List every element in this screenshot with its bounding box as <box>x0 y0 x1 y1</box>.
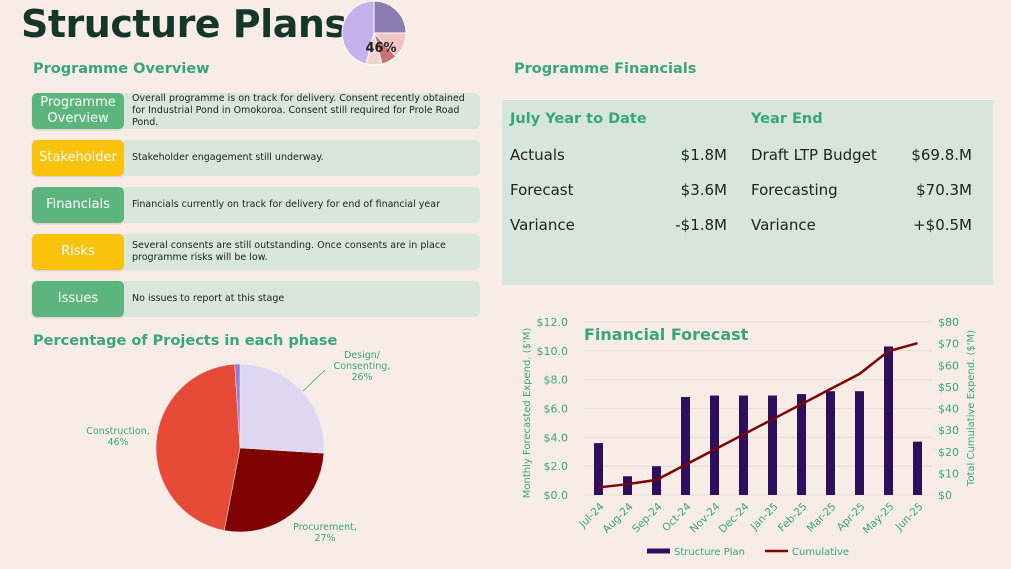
left-axis-label: Monthly Forecasted Expend. ($'M) <box>522 328 533 499</box>
overview-row-text: Several consents are still outstanding. … <box>124 234 480 270</box>
year-end-heading: Year End <box>751 111 823 127</box>
phase-pie-slice <box>155 363 241 531</box>
y-tick-label: $0.0 <box>544 489 569 502</box>
overview-row-label: Stakeholder <box>32 140 124 176</box>
y-tick-label: $6.0 <box>544 403 569 416</box>
forecast-chart-title: Financial Forecast <box>584 325 749 344</box>
programme-overview-heading: Programme Overview <box>33 61 210 77</box>
overview-row-text: No issues to report at this stage <box>124 281 480 317</box>
overview-row: Financials Financials currently on track … <box>32 187 480 223</box>
overview-row-text: Financials currently on track for delive… <box>124 187 480 223</box>
ye-variance-label: Variance <box>751 216 816 234</box>
phase-pie-chart: Design/Consenting, 26% Construction, 46% P… <box>86 350 391 544</box>
x-tick-label: Feb-25 <box>776 501 810 535</box>
ytd-variance-value: -$1.8M <box>675 216 727 234</box>
x-tick-label: Aug-24 <box>601 500 636 535</box>
progress-pie-slice <box>373 0 407 34</box>
ytd-actuals-value: $1.8M <box>680 146 727 164</box>
legend-structure-plan: Structure Plan <box>674 547 745 558</box>
forecast-bar <box>594 443 603 495</box>
x-tick-label: Nov-24 <box>688 500 723 535</box>
overview-row: Risks Several consents are still outstand… <box>32 234 480 270</box>
ytd-actuals-label: Actuals <box>510 146 565 164</box>
design-slice-label: Design/Consenting, 26% <box>334 350 391 383</box>
overview-row: Issues No issues to report at this stage <box>32 281 480 317</box>
ye-budget-value: $69.8.M <box>911 146 972 164</box>
x-tick-label: Dec-24 <box>717 500 752 535</box>
progress-pie-label: 46% <box>365 41 396 56</box>
y-right-tick-label: $80 <box>938 316 959 329</box>
y-right-tick-label: $70 <box>938 338 959 351</box>
y-right-tick-label: $50 <box>938 381 959 394</box>
phase-pie-slice <box>234 363 241 449</box>
ytd-heading: July Year to Date <box>510 111 647 127</box>
forecast-bar <box>623 476 632 495</box>
ytd-forecast-label: Forecast <box>510 181 574 199</box>
y-tick-label: $2.0 <box>544 460 569 473</box>
ye-budget-label: Draft LTP Budget <box>751 146 877 164</box>
y-right-tick-label: $20 <box>938 446 959 459</box>
progress-pie-chart: 46% <box>341 0 407 66</box>
y-right-tick-label: $60 <box>938 359 959 372</box>
programme-financials-heading: Programme Financials <box>514 61 697 77</box>
forecast-bar <box>739 395 748 495</box>
overview-row-text: Stakeholder engagement still underway. <box>124 140 480 176</box>
procurement-slice-label: Procurement, 27% <box>293 522 357 544</box>
ye-forecasting-label: Forecasting <box>751 181 838 199</box>
y-tick-label: $10.0 <box>537 345 569 358</box>
ye-variance-value: +$0.5M <box>913 216 972 234</box>
y-tick-label: $4.0 <box>544 431 569 444</box>
construction-slice-label: Construction, 46% <box>86 426 150 448</box>
y-right-tick-label: $30 <box>938 424 959 437</box>
ytd-variance-label: Variance <box>510 216 575 234</box>
forecast-bar <box>884 346 893 495</box>
y-tick-label: $8.0 <box>544 374 569 387</box>
forecast-bar <box>797 394 806 495</box>
forecast-bar <box>710 395 719 495</box>
x-tick-label: Jan-25 <box>748 501 781 534</box>
ye-forecasting-value: $70.3M <box>916 181 972 199</box>
y-right-tick-label: $40 <box>938 403 959 416</box>
page-title: Structure Plans <box>21 2 347 46</box>
y-right-tick-label: $10 <box>938 467 959 480</box>
phase-pie-slice <box>239 363 325 454</box>
x-tick-label: May-25 <box>861 501 897 537</box>
x-tick-label: Sep-24 <box>630 500 665 535</box>
right-axis-label: Total Cumulative Expend. ($'M) <box>966 330 977 487</box>
phase-chart-title: Percentage of Projects in each phase <box>33 333 338 349</box>
forecast-bar <box>913 441 922 495</box>
overview-row: Stakeholder Stakeholder engagement still … <box>32 140 480 176</box>
phase-pie-slice <box>223 447 325 533</box>
overview-row-label: Programme Overview <box>32 93 124 129</box>
overview-row: Programme Overview Overall programme is o… <box>32 93 480 129</box>
cumulative-line <box>598 341 918 489</box>
x-tick-label: Mar-25 <box>804 501 838 535</box>
overview-row-label: Risks <box>32 234 124 270</box>
financials-panel: July Year to Date Year End Actuals $1.8M… <box>502 100 993 285</box>
y-right-tick-label: $0 <box>938 489 952 502</box>
ytd-forecast-value: $3.6M <box>680 181 727 199</box>
x-tick-label: Jun-25 <box>893 501 926 534</box>
legend-cumulative: Cumulative <box>792 547 849 558</box>
overview-row-label: Financials <box>32 187 124 223</box>
forecast-bar <box>855 391 864 495</box>
forecast-bar <box>681 396 690 495</box>
chart-legend: Structure Plan Cumulative <box>647 547 849 558</box>
overview-row-text: Overall programme is on track for delive… <box>124 93 480 129</box>
overview-row-label: Issues <box>32 281 124 317</box>
progress-pie-slice <box>341 0 375 65</box>
forecast-bar <box>768 395 777 495</box>
forecast-bar <box>826 391 835 495</box>
y-tick-label: $12.0 <box>537 316 569 329</box>
financial-forecast-chart: $0.0 $2.0 $4.0 $6.0 $8.0 $10.0 $12.0 $0 $10 $20 $3… <box>522 316 977 558</box>
